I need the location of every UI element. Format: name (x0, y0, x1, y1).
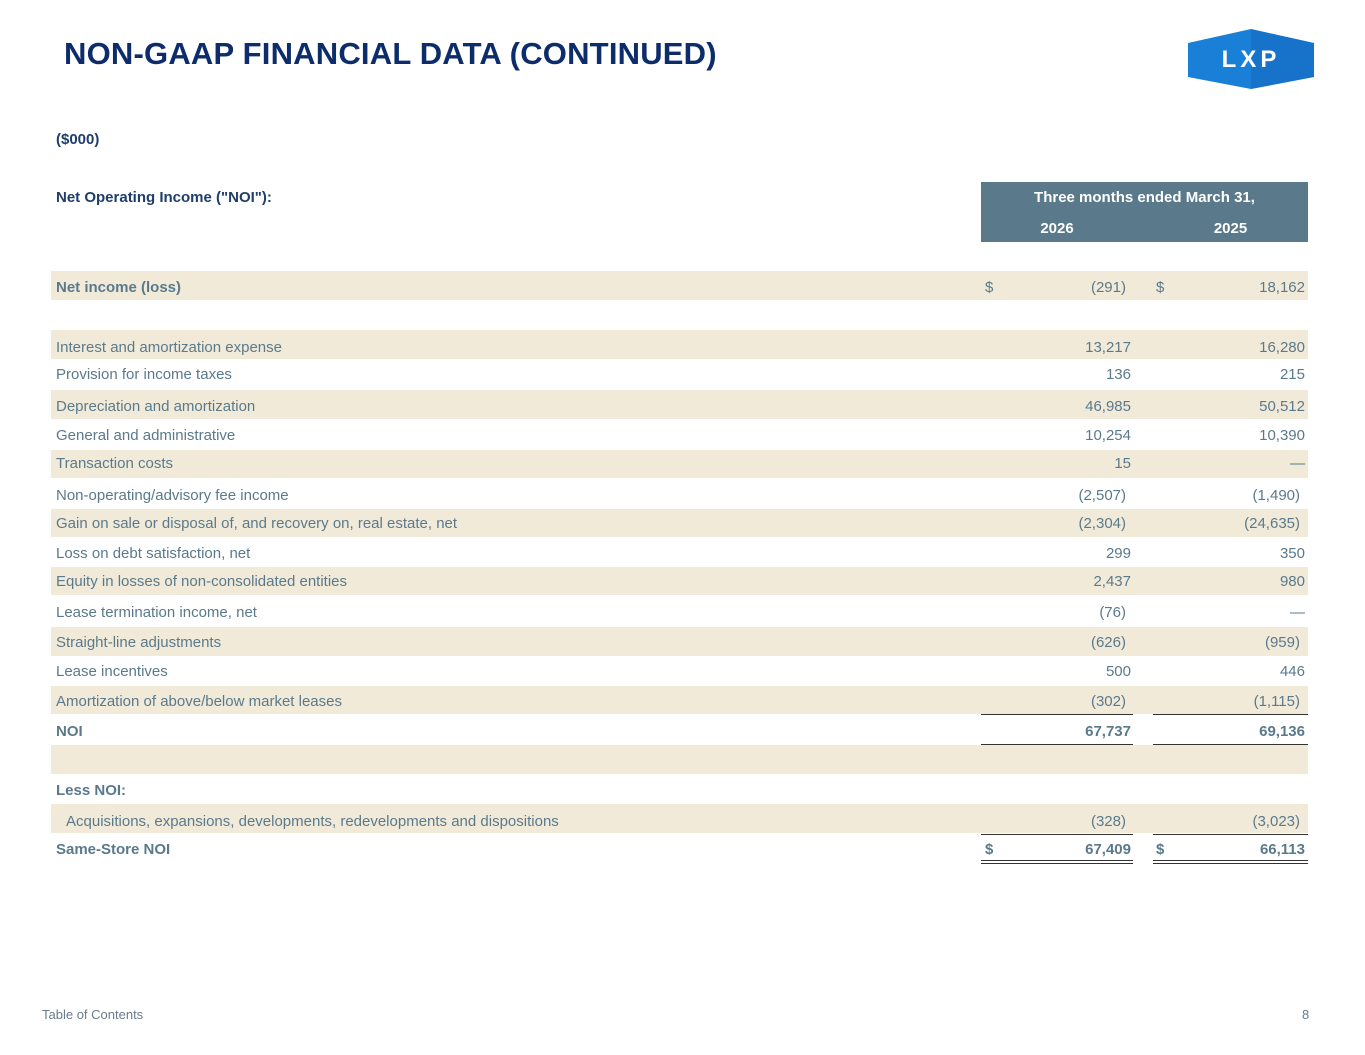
value-2025: (1,115) (1253, 693, 1300, 710)
currency-symbol: $ (1156, 841, 1165, 858)
row-amortization-leases: Amortization of above/below market lease… (51, 686, 1308, 714)
noi-rule-2025 (1153, 744, 1308, 745)
value-2025: 18,162 (1259, 279, 1305, 296)
value-2026: (2,304) (1078, 515, 1126, 532)
row-label: Non-operating/advisory fee income (56, 487, 289, 504)
value-2025: 66,113 (1259, 841, 1305, 858)
row-lease-termination: Lease termination income, net (76) — (51, 598, 1308, 626)
row-fee-income: Non-operating/advisory fee income (2,507… (51, 480, 1308, 508)
subtotal-rule-2025 (1153, 714, 1308, 715)
lxp-logo: LXP (1188, 29, 1314, 89)
value-2025: 16,280 (1259, 339, 1305, 356)
row-gain-on-sale: Gain on sale or disposal of, and recover… (51, 509, 1308, 537)
acq-rule-2026 (981, 834, 1133, 835)
value-2026: 10,254 (1085, 427, 1131, 444)
value-2026: (626) (1090, 634, 1126, 651)
year-2026-header: 2026 (1040, 220, 1074, 237)
value-2026: (2,507) (1078, 487, 1126, 504)
row-depreciation: Depreciation and amortization 46,985 50,… (51, 390, 1308, 419)
total-double-rule-2026 (981, 860, 1133, 864)
row-label: Interest and amortization expense (56, 339, 282, 356)
value-2025: (959) (1264, 634, 1300, 651)
row-label: Gain on sale or disposal of, and recover… (56, 515, 458, 532)
row-taxes: Provision for income taxes 136 215 (51, 361, 1308, 389)
value-2026: 46,985 (1085, 398, 1131, 415)
row-label: Straight-line adjustments (56, 634, 222, 651)
subtotal-rule-2026 (981, 714, 1133, 715)
section-label: Net Operating Income ("NOI"): (56, 189, 272, 206)
value-2026: 13,217 (1085, 339, 1131, 356)
spacer-row (51, 330, 1308, 359)
row-general-admin: General and administrative 10,254 10,390 (51, 421, 1308, 449)
value-2025: 50,512 (1259, 398, 1305, 415)
row-transaction-costs: Transaction costs 15 — (51, 450, 1308, 478)
value-2025: (3,023) (1252, 813, 1300, 830)
row-label: Depreciation and amortization (56, 398, 256, 415)
row-same-store-noi: Same-Store NOI $ 67,409 $ 66,113 (51, 835, 1308, 860)
value-2025: 350 (1279, 545, 1305, 562)
period-header: Three months ended March 31, 2026 2025 (981, 182, 1308, 242)
currency-symbol: $ (985, 279, 994, 296)
value-2026: 15 (1114, 455, 1131, 472)
value-2025: 10,390 (1259, 427, 1305, 444)
row-noi: NOI 67,737 69,136 (51, 716, 1308, 744)
row-interest: Interest and amortization expense 13,217… (51, 330, 1308, 359)
noi-rule-2026 (981, 744, 1133, 745)
row-label: Equity in losses of non-consolidated ent… (56, 573, 348, 590)
row-label: Net income (loss) (56, 279, 182, 296)
value-2026: (291) (1090, 279, 1126, 296)
row-straight-line: Straight-line adjustments (626) (959) (51, 627, 1308, 656)
period-label: Three months ended March 31, (1034, 189, 1255, 206)
value-2026: 500 (1105, 663, 1131, 680)
row-acquisitions: Acquisitions, expansions, developments, … (51, 804, 1308, 833)
value-2025: 446 (1279, 663, 1305, 680)
row-label: Acquisitions, expansions, developments, … (66, 813, 559, 830)
logo-text: LXP (1222, 46, 1281, 73)
value-2025: 980 (1279, 573, 1305, 590)
currency-symbol: $ (985, 841, 994, 858)
page-title: NON-GAAP FINANCIAL DATA (CONTINUED) (64, 36, 717, 71)
value-2026: (302) (1090, 693, 1126, 710)
row-debt-satisfaction: Loss on debt satisfaction, net 299 350 (51, 539, 1308, 567)
page-number: 8 (1302, 1007, 1310, 1022)
row-label: Amortization of above/below market lease… (56, 693, 342, 710)
spacer-row (51, 745, 1308, 774)
value-2026: 2,437 (1093, 573, 1131, 590)
value-2026: (76) (1099, 604, 1126, 621)
value-2025: (24,635) (1244, 515, 1300, 532)
row-label: Transaction costs (56, 455, 173, 472)
less-noi-label: Less NOI: (56, 782, 127, 799)
currency-symbol: $ (1156, 279, 1165, 296)
row-less-noi: Less NOI: (51, 775, 1308, 803)
row-label: Provision for income taxes (56, 366, 232, 383)
value-2025: (1,490) (1252, 487, 1300, 504)
value-2026: (328) (1090, 813, 1126, 830)
row-label: NOI (56, 723, 83, 740)
acq-rule-2025 (1153, 834, 1308, 835)
row-lease-incentives: Lease incentives 500 446 (51, 658, 1308, 685)
row-net-income: Net income (loss) $ (291) $ 18,162 (51, 271, 1308, 300)
value-2026: 136 (1105, 366, 1131, 383)
units-label: ($000) (56, 131, 100, 148)
table-of-contents-link[interactable]: Table of Contents (42, 1007, 144, 1022)
row-label: Lease incentives (56, 663, 168, 680)
row-label: Lease termination income, net (56, 604, 257, 621)
row-label: Loss on debt satisfaction, net (56, 545, 251, 562)
value-2026: 67,737 (1085, 723, 1131, 740)
total-double-rule-2025 (1153, 860, 1308, 864)
value-2026: 299 (1105, 545, 1131, 562)
year-2025-header: 2025 (1213, 220, 1248, 237)
row-label: General and administrative (56, 427, 236, 444)
value-2025: 215 (1279, 366, 1305, 383)
value-2026: 67,409 (1085, 841, 1131, 858)
row-label: Same-Store NOI (56, 841, 171, 858)
value-2025: — (1290, 604, 1305, 621)
value-2025: — (1290, 455, 1305, 472)
value-2025: 69,136 (1259, 723, 1305, 740)
row-equity-losses: Equity in losses of non-consolidated ent… (51, 567, 1308, 595)
